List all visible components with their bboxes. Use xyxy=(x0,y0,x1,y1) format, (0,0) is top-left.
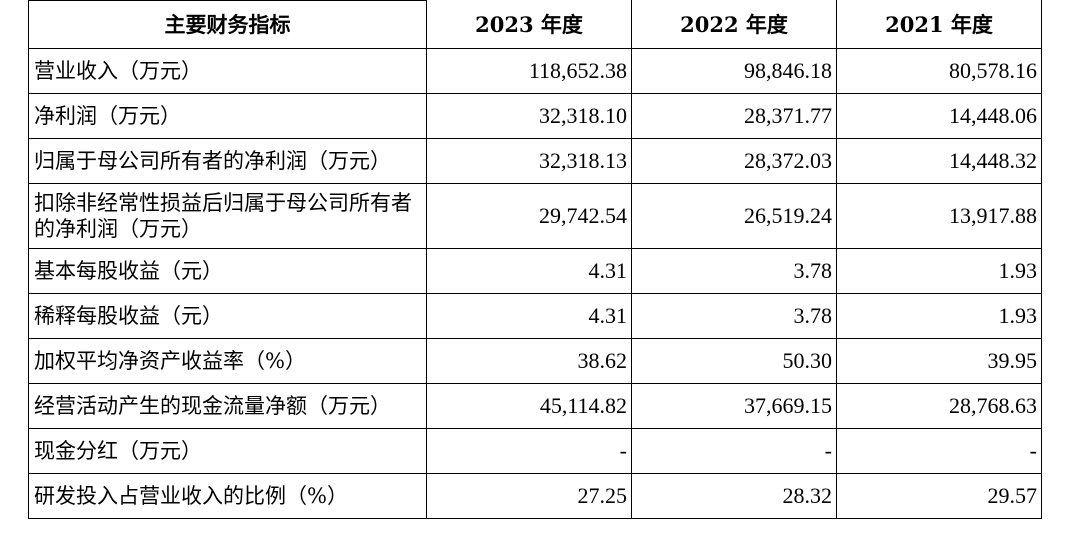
table-row-basic-eps: 基本每股收益（元） 4.31 3.78 1.93 xyxy=(28,248,1042,294)
cell-2022: 28.32 xyxy=(631,473,837,519)
table-row-roe: 加权平均净资产收益率（%） 38.62 50.30 39.95 xyxy=(28,338,1042,384)
cell-2021: 13,917.88 xyxy=(836,183,1042,249)
cell-2021: 80,578.16 xyxy=(836,48,1042,94)
row-label: 经营活动产生的现金流量净额（万元） xyxy=(28,383,427,429)
row-label: 加权平均净资产收益率（%） xyxy=(28,338,427,384)
cell-2023: 27.25 xyxy=(426,473,632,519)
financial-indicators-table: 主要财务指标 2023 年度 2022 年度 2021 年度 营业收入（万元） … xyxy=(28,0,1042,519)
table-row-net-profit: 净利润（万元） 32,318.10 28,371.77 14,448.06 xyxy=(28,93,1042,139)
cell-2023: 4.31 xyxy=(426,248,632,294)
cell-2023: 118,652.38 xyxy=(426,48,632,94)
table-row-diluted-eps: 稀释每股收益（元） 4.31 3.78 1.93 xyxy=(28,293,1042,339)
cell-2022: 26,519.24 xyxy=(631,183,837,249)
row-label: 归属于母公司所有者的净利润（万元） xyxy=(28,138,427,184)
cell-2023: 38.62 xyxy=(426,338,632,384)
cell-2021: 28,768.63 xyxy=(836,383,1042,429)
table-row-rd-ratio: 研发投入占营业收入的比例（%） 27.25 28.32 29.57 xyxy=(28,473,1042,519)
cell-2022: 37,669.15 xyxy=(631,383,837,429)
table-row-operating-cash-flow: 经营活动产生的现金流量净额（万元） 45,114.82 37,669.15 28… xyxy=(28,383,1042,429)
table-row-cash-dividend: 现金分红（万元） - - - xyxy=(28,428,1042,474)
table-header-row: 主要财务指标 2023 年度 2022 年度 2021 年度 xyxy=(28,0,1042,49)
header-metric: 主要财务指标 xyxy=(28,0,427,49)
header-year-2022: 2022 年度 xyxy=(631,0,837,49)
cell-2021: 39.95 xyxy=(836,338,1042,384)
cell-2021: 1.93 xyxy=(836,293,1042,339)
cell-2021: - xyxy=(836,428,1042,474)
table-row-net-profit-parent: 归属于母公司所有者的净利润（万元） 32,318.13 28,372.03 14… xyxy=(28,138,1042,184)
cell-2023: 4.31 xyxy=(426,293,632,339)
header-year-2021: 2021 年度 xyxy=(836,0,1042,49)
row-label: 基本每股收益（元） xyxy=(28,248,427,294)
cell-2022: 28,372.03 xyxy=(631,138,837,184)
row-label: 研发投入占营业收入的比例（%） xyxy=(28,473,427,519)
cell-2023: 29,742.54 xyxy=(426,183,632,249)
row-label: 稀释每股收益（元） xyxy=(28,293,427,339)
cell-2023: - xyxy=(426,428,632,474)
cell-2022: 50.30 xyxy=(631,338,837,384)
cell-2022: 98,846.18 xyxy=(631,48,837,94)
cell-2021: 29.57 xyxy=(836,473,1042,519)
row-label: 营业收入（万元） xyxy=(28,48,427,94)
cell-2022: 28,371.77 xyxy=(631,93,837,139)
row-label: 现金分红（万元） xyxy=(28,428,427,474)
header-year-2023: 2023 年度 xyxy=(426,0,632,49)
cell-2021: 14,448.32 xyxy=(836,138,1042,184)
cell-2022: 3.78 xyxy=(631,248,837,294)
table-row-net-profit-deducted: 扣除非经常性损益后归属于母公司所有者的净利润（万元） 29,742.54 26,… xyxy=(28,183,1042,249)
cell-2023: 45,114.82 xyxy=(426,383,632,429)
table-row-revenue: 营业收入（万元） 118,652.38 98,846.18 80,578.16 xyxy=(28,48,1042,94)
cell-2022: - xyxy=(631,428,837,474)
row-label: 净利润（万元） xyxy=(28,93,427,139)
cell-2023: 32,318.10 xyxy=(426,93,632,139)
cell-2023: 32,318.13 xyxy=(426,138,632,184)
cell-2021: 1.93 xyxy=(836,248,1042,294)
cell-2021: 14,448.06 xyxy=(836,93,1042,139)
cell-2022: 3.78 xyxy=(631,293,837,339)
row-label: 扣除非经常性损益后归属于母公司所有者的净利润（万元） xyxy=(28,183,427,249)
